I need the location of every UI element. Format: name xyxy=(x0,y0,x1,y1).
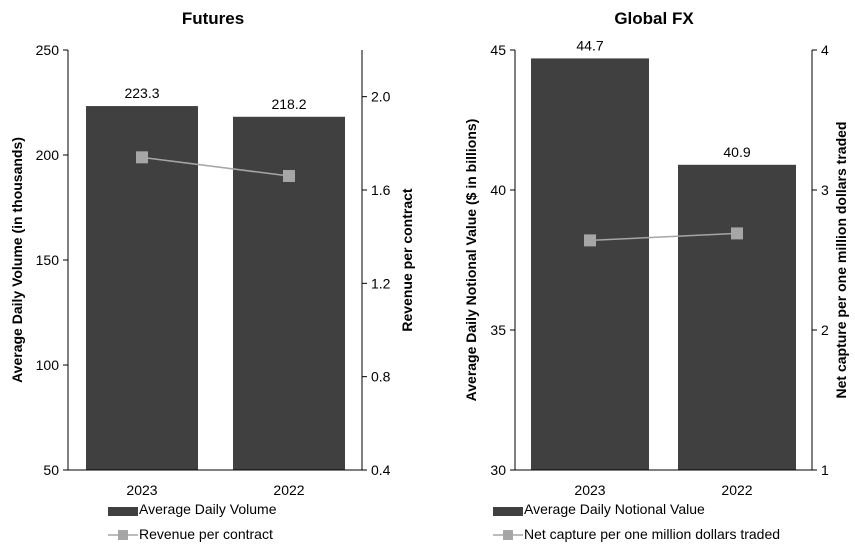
futures-right-tick-label: 0.8 xyxy=(371,369,391,385)
globalfx-line-marker-2022 xyxy=(731,227,743,240)
globalfx-bar-value-label-2022: 40.9 xyxy=(723,144,750,160)
futures-left-axis-title: Average Daily Volume (in thousands) xyxy=(9,137,25,383)
futures-right-tick-label: 1.2 xyxy=(371,275,391,291)
globalfx-bar-2022 xyxy=(678,164,796,471)
futures-x-tick-label-2022: 2022 xyxy=(273,482,304,498)
globalfx-right-tick-label: 2 xyxy=(821,322,829,338)
globalfx-right-axis-title: Net capture per one million dollars trad… xyxy=(833,122,849,399)
futures-left-tick-label: 150 xyxy=(36,252,60,268)
futures-legend-bar-swatch xyxy=(108,507,138,516)
globalfx-line-series xyxy=(589,232,738,242)
futures-chart-group: Futures 223.3 218.2 50 100 150 200 250 0.4 0.8 1.2… xyxy=(9,9,415,542)
futures-line-marker-2022 xyxy=(283,170,295,182)
globalfx-chart-group: Global FX 44.7 40.9 30 35 40 45 1 2 3 4 2023 2022 Ave… xyxy=(463,9,849,542)
futures-left-tick-label: 200 xyxy=(36,147,60,163)
globalfx-right-tick-label: 3 xyxy=(821,182,829,198)
globalfx-right-tick-label: 1 xyxy=(821,462,829,478)
futures-line-marker-2023 xyxy=(136,151,148,164)
futures-legend-line-label: Revenue per contract xyxy=(139,526,273,542)
futures-left-tick-label: 100 xyxy=(36,357,60,373)
futures-bar-2023 xyxy=(86,106,198,470)
globalfx-x-tick-label-2023: 2023 xyxy=(574,482,605,498)
globalfx-x-tick-label-2022: 2022 xyxy=(721,482,752,498)
globalfx-left-tick-label: 35 xyxy=(490,322,506,338)
globalfx-legend-line-label: Net capture per one million dollars trad… xyxy=(524,526,780,542)
globalfx-left-axis-title: Average Daily Notional Value ($ in billi… xyxy=(463,119,479,402)
globalfx-left-tick-label: 40 xyxy=(490,182,506,198)
futures-right-tick-label: 1.6 xyxy=(371,182,391,198)
globalfx-bar-2023 xyxy=(531,58,649,471)
futures-bar-value-label-2023: 223.3 xyxy=(124,85,159,101)
globalfx-right-tick-label: 4 xyxy=(821,42,829,58)
globalfx-left-tick-label: 30 xyxy=(490,462,506,478)
futures-right-tick-label: 2.0 xyxy=(371,89,391,105)
globalfx-left-tick-label: 45 xyxy=(490,42,506,58)
futures-bar-2022 xyxy=(233,116,345,470)
futures-chart-title: Futures xyxy=(182,9,244,28)
futures-line-series xyxy=(141,156,290,177)
futures-left-tick-label: 50 xyxy=(43,462,59,478)
futures-bar-value-label-2022: 218.2 xyxy=(271,96,306,112)
globalfx-legend-bar-label: Average Daily Notional Value xyxy=(524,501,705,517)
futures-left-tick-label: 250 xyxy=(36,42,60,58)
futures-right-axis-title: Revenue per contract xyxy=(399,188,415,331)
globalfx-legend-line-marker xyxy=(503,530,513,540)
futures-x-tick-label-2023: 2023 xyxy=(126,482,157,498)
globalfx-bar-value-label-2023: 44.7 xyxy=(576,37,603,53)
futures-legend-line-marker xyxy=(118,530,128,540)
globalfx-line-marker-2023 xyxy=(584,234,596,247)
futures-right-tick-label: 0.4 xyxy=(371,462,391,478)
futures-legend-bar-label: Average Daily Volume xyxy=(139,501,277,517)
globalfx-chart-title: Global FX xyxy=(614,9,694,28)
globalfx-legend-bar-swatch xyxy=(493,507,523,516)
